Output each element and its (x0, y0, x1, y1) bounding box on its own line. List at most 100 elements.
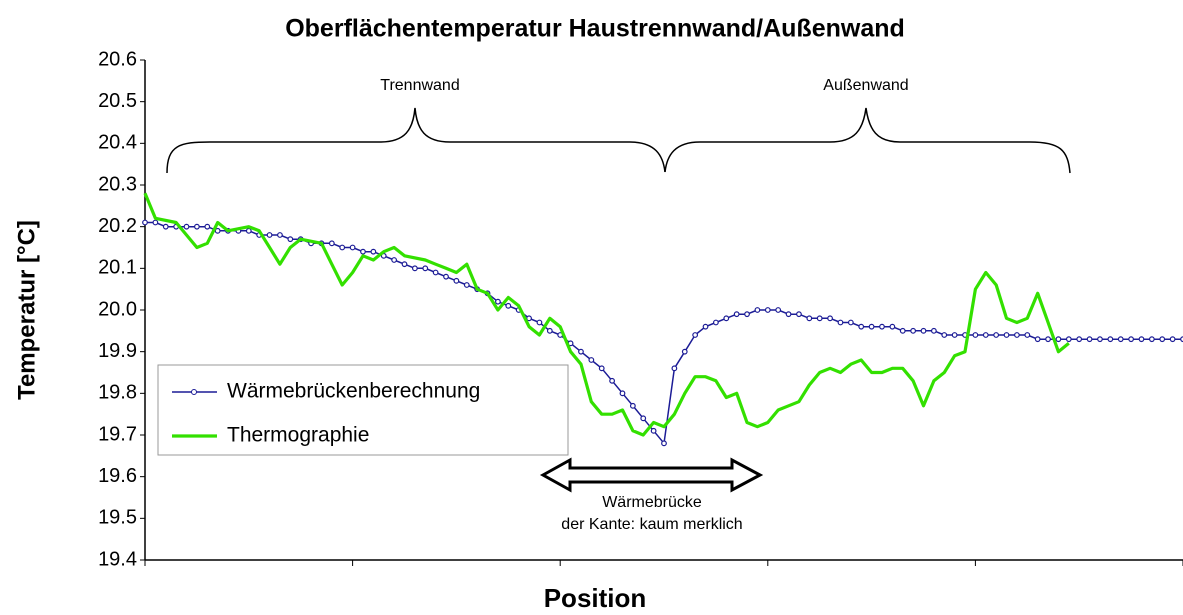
point (671, 365, 678, 372)
point (827, 315, 833, 322)
x-axis-label: Position (544, 583, 647, 613)
brace-aussenwand (664, 107, 1071, 174)
legend-label: Wärmebrückenberechnung (227, 380, 480, 403)
point (578, 348, 584, 355)
point (1138, 336, 1145, 343)
point (411, 265, 418, 272)
point (847, 319, 854, 326)
point (536, 319, 543, 326)
y-axis-label: Temperatur [°C] (13, 220, 40, 400)
point (993, 332, 1000, 338)
point (764, 307, 771, 313)
y-tick-label: 19.7 (98, 423, 137, 445)
annotation: Trennwand (380, 77, 459, 94)
point (785, 311, 792, 318)
point (266, 232, 273, 238)
point (629, 402, 636, 409)
point (681, 348, 688, 355)
point (972, 332, 979, 338)
point (245, 227, 252, 234)
double-arrow (539, 457, 764, 493)
point (443, 273, 449, 280)
y-tick-label: 19.6 (98, 465, 137, 487)
point (432, 269, 439, 276)
point (214, 227, 221, 234)
point (495, 298, 501, 305)
point (702, 323, 709, 330)
point (713, 319, 719, 326)
point (505, 302, 512, 309)
point (1148, 336, 1155, 343)
point (692, 332, 699, 338)
point (1024, 332, 1031, 338)
y-tick-label: 20.3 (98, 173, 137, 195)
point (1117, 336, 1124, 343)
point (754, 307, 761, 313)
point (1169, 336, 1176, 343)
point (422, 265, 429, 272)
point (1045, 336, 1051, 343)
legend-marker (191, 389, 197, 395)
point (1076, 336, 1083, 343)
point (744, 311, 750, 318)
point (204, 223, 211, 230)
point (1034, 336, 1041, 343)
point (183, 223, 190, 230)
point (619, 390, 626, 397)
point (339, 244, 346, 251)
point (370, 248, 377, 255)
point (930, 327, 937, 334)
point (920, 327, 927, 334)
braces (166, 107, 1071, 174)
point (142, 219, 148, 226)
point (546, 327, 553, 334)
point (837, 319, 844, 326)
point (1003, 332, 1010, 338)
point (796, 311, 802, 318)
y-tick-label: 19.4 (98, 548, 137, 570)
y-tick-label: 20.6 (98, 48, 137, 70)
point (733, 311, 740, 318)
point (360, 248, 366, 255)
point (723, 315, 730, 322)
point (401, 261, 408, 268)
point (609, 377, 615, 384)
point (1097, 336, 1103, 343)
point (193, 223, 200, 230)
annotation: Außenwand (823, 77, 908, 94)
y-tick-label: 20.5 (98, 90, 137, 112)
y-tick-label: 19.8 (98, 382, 137, 404)
point (1086, 336, 1093, 343)
point (1159, 336, 1166, 343)
point (1014, 332, 1020, 338)
point (879, 323, 885, 330)
y-tick-label: 20.0 (98, 298, 137, 320)
point (1065, 336, 1072, 343)
y-tick-label: 19.5 (98, 507, 137, 529)
point (463, 282, 470, 288)
point (775, 307, 782, 313)
y-tick-label: 19.9 (98, 340, 137, 362)
point (640, 415, 647, 422)
point (453, 277, 460, 284)
point (650, 427, 657, 434)
series-line (143, 192, 1070, 437)
y-tick-label: 20.2 (98, 215, 137, 237)
legend-label: Thermographie (227, 424, 369, 447)
point (941, 332, 948, 338)
point (391, 257, 398, 263)
point (349, 244, 356, 251)
point (287, 236, 294, 243)
legend-box (157, 364, 569, 456)
point (1107, 336, 1114, 343)
y-tick-label: 20.1 (98, 257, 137, 279)
point (889, 323, 896, 330)
point (951, 332, 958, 338)
y-tick-label: 20.4 (98, 132, 137, 154)
point (868, 323, 875, 330)
annotation: Wärmebrücke (602, 494, 702, 511)
point (1055, 336, 1062, 343)
point (328, 240, 335, 247)
point (816, 315, 823, 322)
